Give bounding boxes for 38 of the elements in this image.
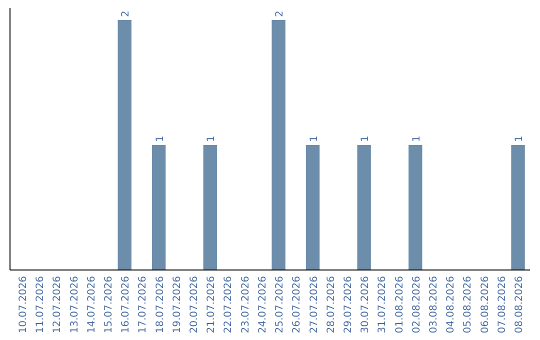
- x-tick-label: 26.07.2026: [292, 276, 303, 334]
- x-tick-label: 17.07.2026: [138, 276, 149, 334]
- x-tick-label: 13.07.2026: [69, 276, 80, 334]
- data-label: 1: [206, 136, 218, 142]
- data-label: 1: [411, 136, 422, 142]
- x-tick-label: 08.08.2026: [514, 276, 526, 334]
- x-tick-label: 15.07.2026: [104, 276, 114, 334]
- x-tick-label: 04.08.2026: [446, 276, 457, 334]
- x-tick-label: 21.07.2026: [206, 276, 218, 334]
- x-tick-label: 29.07.2026: [342, 276, 354, 334]
- x-tick-label: 20.07.2026: [189, 276, 200, 334]
- data-label: 1: [154, 136, 166, 142]
- x-tick-label: 24.07.2026: [257, 276, 268, 334]
- x-tick-label: 25.07.2026: [274, 276, 286, 334]
- x-tick-label: 27.07.2026: [308, 276, 320, 334]
- x-tick-label: 11.07.2026: [35, 276, 46, 334]
- x-tick-label: 16.07.2026: [120, 276, 132, 334]
- x-tick-label: 28.07.2026: [326, 276, 337, 334]
- x-tick-label: 23.07.2026: [240, 276, 252, 334]
- x-tick-label: 31.07.2026: [377, 276, 388, 334]
- x-tick-label: 07.08.2026: [496, 276, 508, 334]
- x-tick-label: 05.08.2026: [462, 276, 474, 334]
- x-tick-label: 12.07.2026: [52, 276, 64, 334]
- data-label: 2: [274, 10, 286, 17]
- x-tick-label: 19.07.2026: [172, 276, 183, 334]
- x-tick-label: 03.08.2026: [428, 276, 440, 334]
- data-label: 1: [308, 136, 320, 142]
- data-label: 1: [514, 136, 526, 142]
- x-tick-label: 18.07.2026: [154, 276, 166, 334]
- x-tick-label: 10.07.2026: [18, 276, 29, 334]
- x-tick-label: 22.07.2026: [223, 276, 234, 334]
- data-label: 2: [120, 10, 132, 17]
- x-tick-label: 14.07.2026: [86, 276, 98, 334]
- x-tick-label: 01.08.2026: [394, 276, 406, 334]
- x-tick-label: 02.08.2026: [411, 276, 422, 334]
- x-tick-label: 30.07.2026: [360, 276, 372, 334]
- data-label: 1: [360, 136, 372, 142]
- x-tick-label: 06.08.2026: [480, 276, 491, 334]
